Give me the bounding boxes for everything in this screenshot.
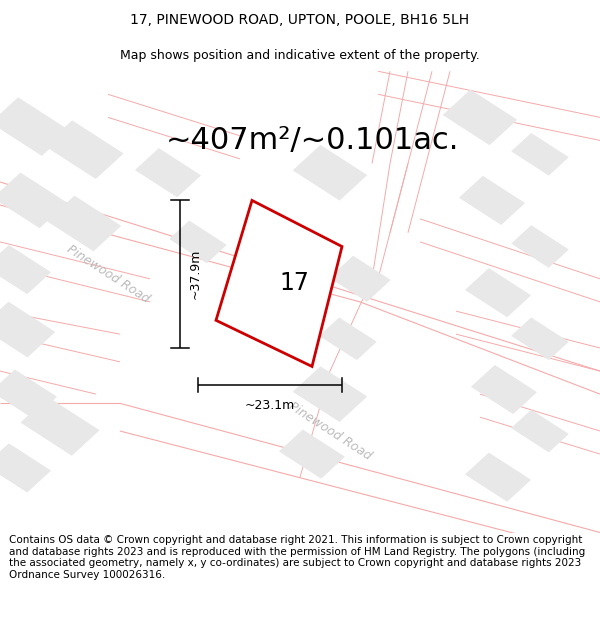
Polygon shape bbox=[0, 246, 50, 294]
Polygon shape bbox=[45, 121, 123, 178]
Polygon shape bbox=[443, 90, 517, 144]
Polygon shape bbox=[466, 453, 530, 501]
Polygon shape bbox=[466, 269, 530, 317]
Text: Map shows position and indicative extent of the property.: Map shows position and indicative extent… bbox=[120, 49, 480, 62]
Polygon shape bbox=[512, 318, 568, 359]
Polygon shape bbox=[330, 256, 390, 301]
Text: ~23.1m: ~23.1m bbox=[245, 399, 295, 412]
Polygon shape bbox=[0, 444, 50, 492]
Polygon shape bbox=[512, 134, 568, 175]
Polygon shape bbox=[47, 196, 121, 251]
Polygon shape bbox=[472, 366, 536, 414]
Text: Pinewood Road: Pinewood Road bbox=[64, 242, 152, 306]
Polygon shape bbox=[0, 98, 69, 155]
Text: 17, PINEWOOD ROAD, UPTON, POOLE, BH16 5LH: 17, PINEWOOD ROAD, UPTON, POOLE, BH16 5L… bbox=[130, 13, 470, 27]
Polygon shape bbox=[21, 398, 99, 455]
Polygon shape bbox=[0, 302, 55, 357]
Text: Contains OS data © Crown copyright and database right 2021. This information is : Contains OS data © Crown copyright and d… bbox=[9, 535, 585, 580]
Polygon shape bbox=[216, 201, 342, 366]
Polygon shape bbox=[293, 146, 367, 200]
Polygon shape bbox=[512, 411, 568, 452]
Polygon shape bbox=[293, 367, 367, 421]
Text: Pinewood Road: Pinewood Road bbox=[286, 399, 374, 462]
Text: ~407m²/~0.101ac.: ~407m²/~0.101ac. bbox=[166, 126, 458, 155]
Text: ~37.9m: ~37.9m bbox=[189, 249, 202, 299]
Polygon shape bbox=[0, 173, 67, 228]
Polygon shape bbox=[460, 176, 524, 224]
Polygon shape bbox=[136, 149, 200, 197]
Polygon shape bbox=[280, 430, 344, 478]
Polygon shape bbox=[170, 221, 226, 262]
Polygon shape bbox=[512, 226, 568, 268]
Text: 17: 17 bbox=[279, 271, 309, 296]
Polygon shape bbox=[0, 370, 56, 418]
Polygon shape bbox=[320, 318, 376, 359]
